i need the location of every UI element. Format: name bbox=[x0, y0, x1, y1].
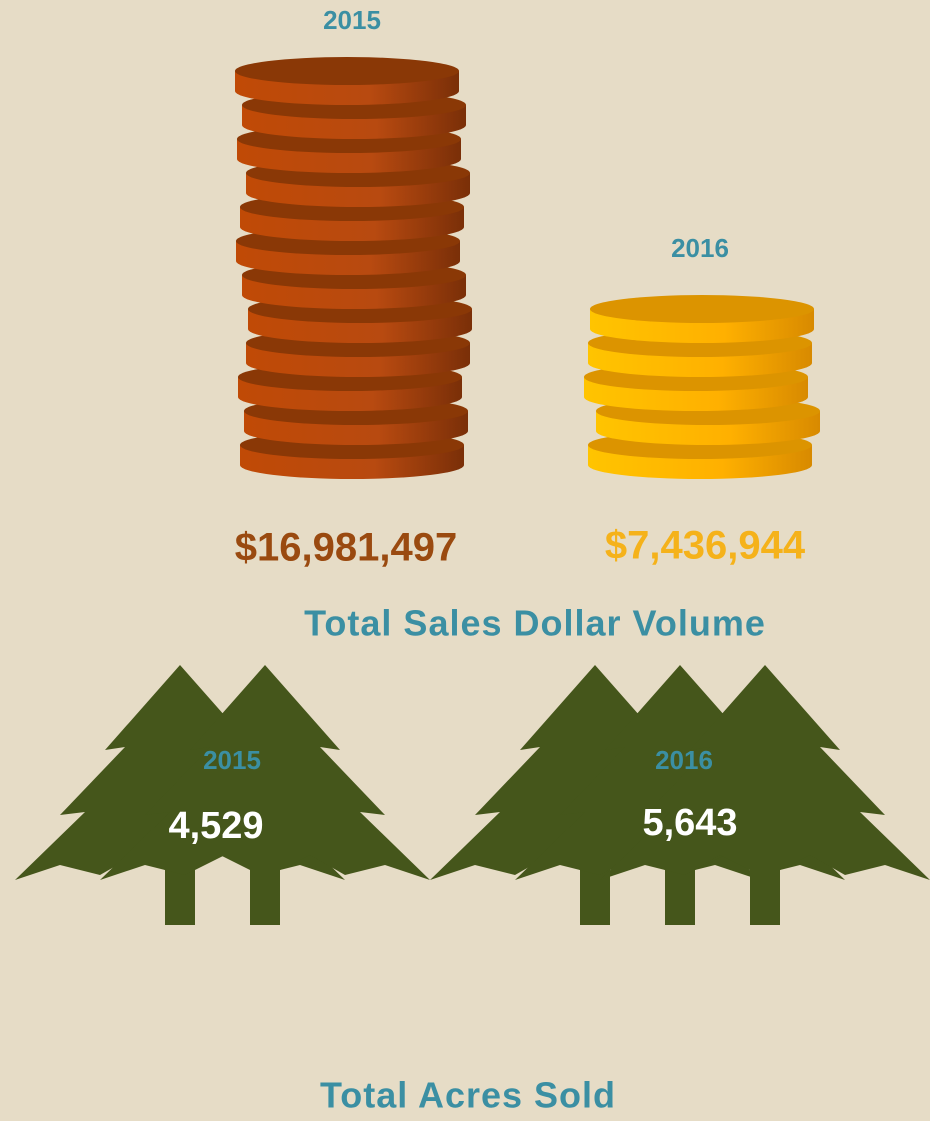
acres-amount: 4,529 bbox=[168, 805, 263, 847]
sales-year: 2015 bbox=[323, 5, 381, 35]
trees bbox=[15, 665, 930, 925]
acres-amount: 5,643 bbox=[642, 802, 737, 844]
acres-year: 2015 bbox=[203, 745, 261, 775]
page: 2015 2016 $16,981,497 $7,436,944 Total S… bbox=[0, 0, 930, 1121]
sales-amount: $7,436,944 bbox=[605, 524, 806, 568]
coin-stacks bbox=[235, 57, 820, 479]
acres-year: 2016 bbox=[655, 745, 713, 775]
sales-amount: $16,981,497 bbox=[235, 526, 457, 570]
coin-part bbox=[590, 295, 814, 323]
sales-title: Total Sales Dollar Volume bbox=[304, 603, 766, 644]
sales-year: 2016 bbox=[671, 233, 729, 263]
coin-part bbox=[235, 57, 459, 85]
infographic: 2015 2016 $16,981,497 $7,436,944 Total S… bbox=[0, 0, 930, 1121]
acres-title: Total Acres Sold bbox=[320, 1075, 616, 1116]
